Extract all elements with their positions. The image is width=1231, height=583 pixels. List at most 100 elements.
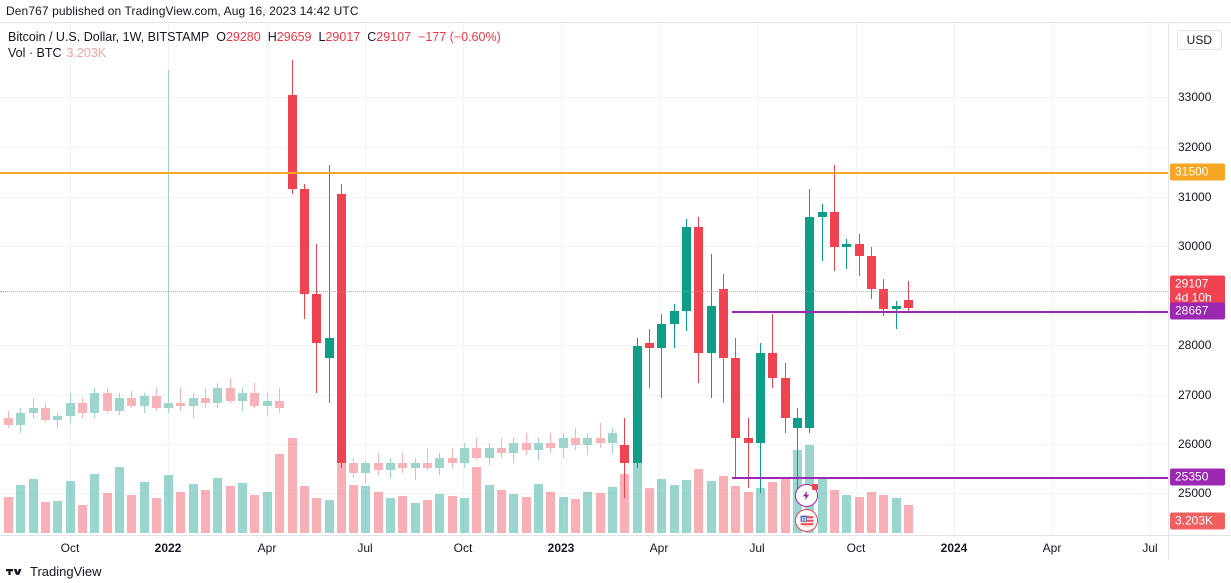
candle-body (459, 447, 469, 463)
gridline-vertical (954, 23, 955, 535)
candle-body (681, 226, 691, 312)
volume-bar (484, 484, 494, 533)
tradingview-wordmark: TradingView (30, 564, 102, 579)
chart-plot-area[interactable] (0, 23, 1168, 535)
volume-bar (175, 491, 185, 533)
volume-bar (151, 497, 161, 533)
volume-bar (854, 496, 864, 533)
volume-bar (632, 448, 642, 533)
volume-bar (521, 496, 531, 533)
volume-bar (743, 491, 753, 533)
volume-bar (114, 467, 124, 533)
volume-bar (163, 475, 173, 533)
volume-bar (274, 454, 284, 533)
gridline-vertical (757, 23, 758, 535)
candle-body (878, 288, 888, 309)
price-axis[interactable]: USD 33000 32000 31000 30000 28000 27000 26000 2… (1168, 23, 1231, 535)
candle-body (225, 388, 235, 401)
candle-body (533, 442, 543, 451)
gridline-horizontal (0, 197, 1168, 198)
volume-bar (459, 498, 469, 533)
currency-chip[interactable]: USD (1176, 30, 1222, 50)
price-axis-tick: 32000 (1178, 140, 1212, 154)
price-axis-tick: 30000 (1178, 239, 1212, 253)
gridline-horizontal (0, 246, 1168, 247)
volume-badge[interactable]: 3.203K (1170, 512, 1225, 530)
volume-bar (373, 491, 383, 533)
volume-bar (693, 469, 703, 533)
gridline-vertical (1052, 23, 1053, 535)
gridline-vertical (168, 23, 169, 535)
candle-wick (426, 447, 428, 471)
volume-bar (422, 500, 432, 533)
candle-body (237, 393, 247, 401)
volume-bar (595, 493, 605, 533)
candle-body (656, 323, 666, 349)
time-axis-tick: 2024 (940, 541, 968, 555)
candle-body (126, 398, 136, 406)
volume-bar (829, 489, 839, 533)
tradingview-logo-icon (6, 568, 22, 575)
candle-body (508, 442, 518, 453)
candle-body (89, 393, 99, 413)
lightning-bolt-icon (802, 490, 810, 501)
last-price-line[interactable] (0, 291, 1168, 292)
time-axis-tick: Oct (60, 541, 80, 555)
volume-bar (434, 494, 444, 533)
candle-body (471, 447, 481, 458)
alert-bolt-button[interactable] (795, 484, 818, 507)
candle-body (730, 358, 740, 438)
chart-frame[interactable]: Bitcoin / U.S. Dollar, 1W, BITSTAMP O2928… (0, 23, 1231, 535)
candle-wick (204, 388, 206, 409)
candle-body (817, 211, 827, 217)
volume-bar (200, 489, 210, 533)
time-axis-tick: Jul (749, 541, 765, 555)
candle-body (299, 189, 309, 294)
volume-bar (619, 474, 629, 533)
volume-bar (582, 492, 592, 533)
volume-bar (817, 477, 827, 533)
candle-body (336, 194, 346, 463)
candle-wick (771, 313, 773, 389)
volume-bar (669, 484, 679, 533)
candle-body (262, 400, 272, 406)
lower-support-badge[interactable]: 25350 (1170, 468, 1225, 486)
candle-wick (179, 388, 181, 411)
candle-body (114, 398, 124, 411)
volume-bar (558, 496, 568, 533)
candle-wick (328, 164, 330, 404)
resistance-level-badge[interactable]: 31500 (1170, 163, 1225, 181)
upper-support-line[interactable] (732, 311, 1168, 313)
volume-bar (385, 497, 395, 533)
candle-body (287, 94, 297, 190)
volume-bar (249, 495, 259, 533)
volume-bar (767, 482, 777, 533)
candle-wick (56, 413, 58, 428)
time-axis[interactable]: Oct 2022 Apr Jul Oct 2023 Apr Jul Oct 2024 Apr Jul (0, 535, 1231, 560)
candle-body (102, 393, 112, 411)
volume-bar (780, 477, 790, 533)
last-price-badge[interactable]: 29107 4d 10h (1170, 275, 1225, 307)
candle-wick (599, 422, 601, 448)
candle-body (743, 437, 753, 443)
volume-bar (77, 504, 87, 533)
candle-body (829, 211, 839, 247)
volume-bar (706, 481, 716, 533)
volume-bar (102, 493, 112, 533)
candle-body (558, 437, 568, 448)
volume-bar (644, 488, 654, 533)
candle-body (28, 408, 38, 414)
volume-bar (3, 496, 13, 533)
candle-body (693, 226, 703, 354)
us-market-flag-button[interactable] (795, 509, 818, 532)
upper-support-badge[interactable]: 28667 (1170, 302, 1225, 320)
price-axis-tick: 25000 (1178, 486, 1212, 500)
candle-body (632, 345, 642, 463)
volume-bar (656, 479, 666, 533)
volume-bar (324, 500, 334, 533)
candle-body (521, 442, 531, 451)
time-axis-tick: Apr (257, 541, 277, 555)
lower-support-line[interactable] (732, 477, 1168, 479)
resistance-trendline[interactable] (0, 172, 1168, 174)
